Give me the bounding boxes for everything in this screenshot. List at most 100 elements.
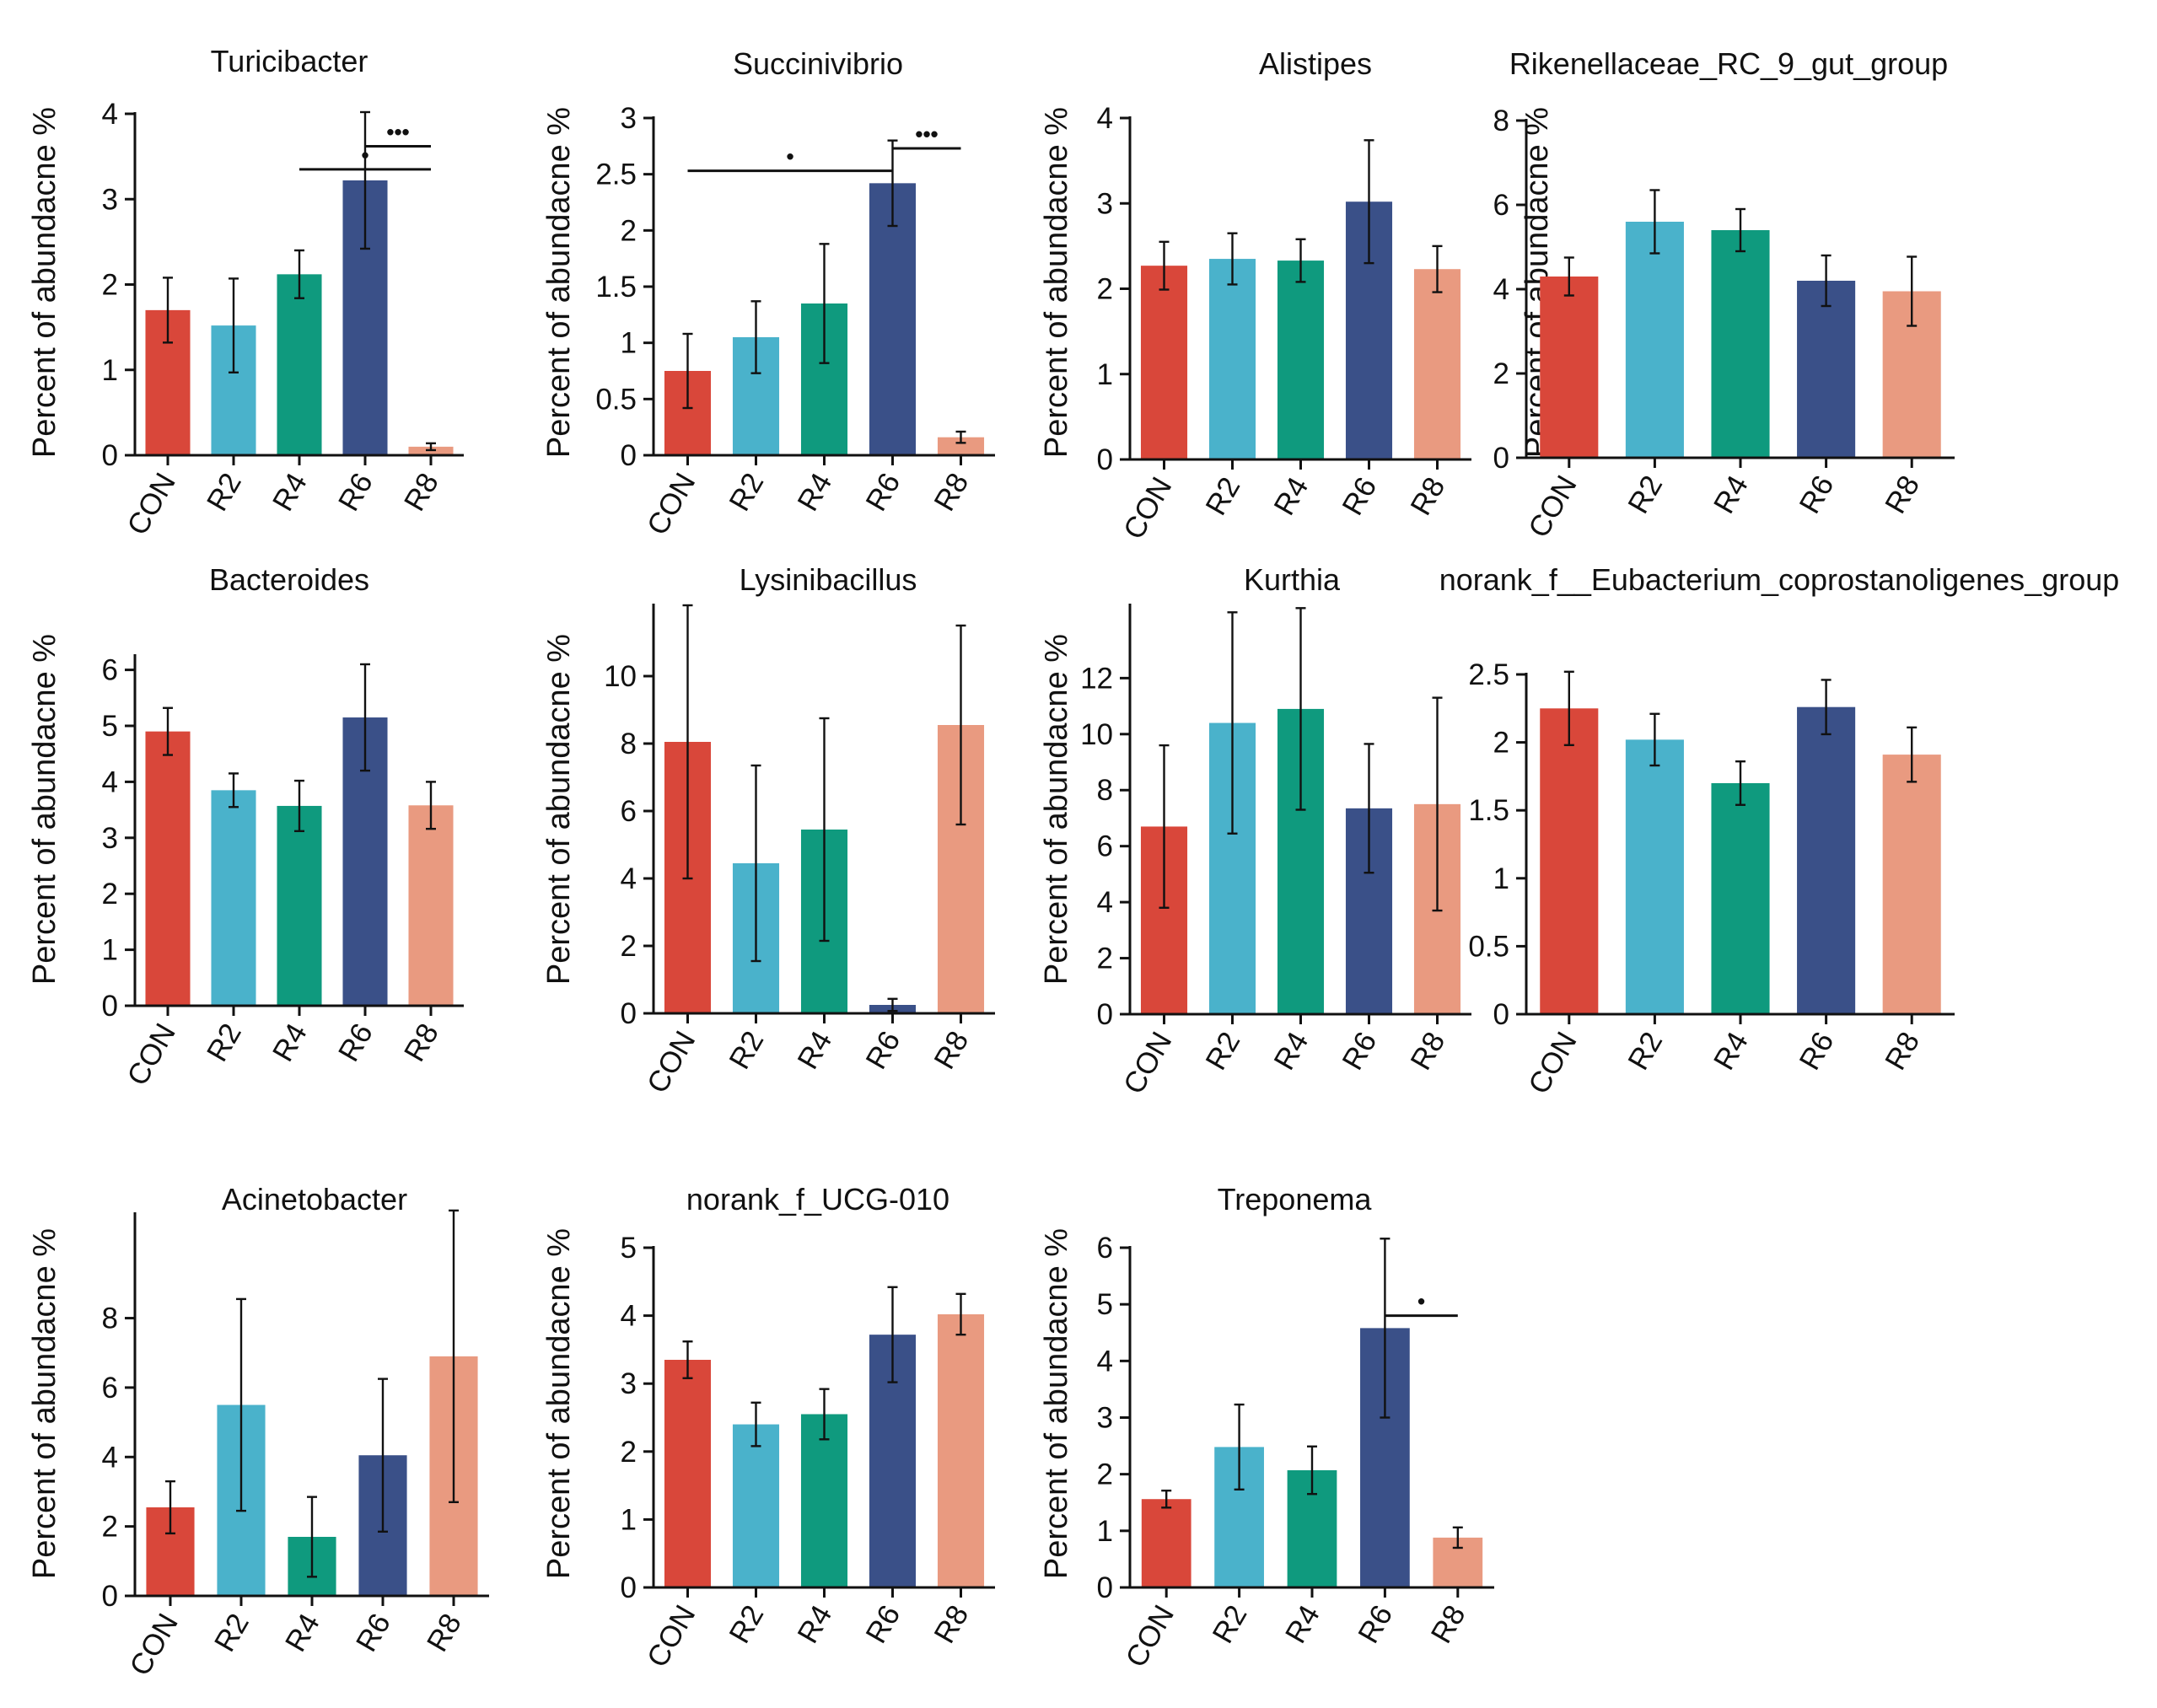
bar-con [664,1359,712,1587]
y-tick-label: 8 [102,1302,118,1335]
chart-title: Bacteroides [209,562,369,597]
error-bar [750,1401,761,1448]
y-tick-label: 0 [621,1571,637,1604]
x-tick-label-con: CON [641,1026,702,1099]
x-tick-label-r2: R2 [1199,1027,1246,1076]
bar-con [1540,708,1599,1014]
significance-marker: • [1417,1289,1425,1314]
x-tick-label-r6: R6 [1793,470,1840,519]
error-bar [1563,256,1574,297]
x-tick-label-r8: R8 [1879,470,1926,519]
y-tick-label: 3 [621,102,637,135]
x-tick-label-r4: R4 [279,1609,326,1657]
y-tick-label: 2 [1097,943,1113,975]
error-bar [1735,760,1746,806]
y-tick-label: 3 [102,183,118,216]
chart-title: norank_f_UCG-010 [686,1182,949,1217]
x-tick-label-r8: R8 [1425,1600,1472,1649]
x-tick-label-r4: R4 [1708,1027,1755,1076]
error-bar [955,1292,966,1336]
x-tick-label-r6: R6 [1793,1027,1840,1076]
error-bar [1295,238,1306,283]
x-tick-label-con: CON [121,468,182,541]
significance-marker: ••• [386,119,409,144]
y-tick-label: 4 [621,862,637,895]
x-tick-label-r4: R4 [266,1018,314,1067]
significance-bracket: • [299,142,431,171]
y-axis-label: Percent of abundacne % [541,634,577,985]
y-axis-label: Percent of abundacne % [1039,107,1074,458]
x-tick-label-r2: R2 [1206,1600,1253,1649]
chart-panel: norank_f_UCG-010 Percent of abundacne % 0 1… [541,1182,995,1673]
y-tick-label: 4 [102,1441,118,1474]
bar-con [145,731,191,1006]
error-bar [1227,611,1238,835]
bar-r6 [869,183,917,456]
bar-r4 [277,805,322,1006]
error-bar [1364,139,1374,265]
y-axis-label: Percent of abundacne % [1039,634,1074,985]
error-bar [360,110,370,250]
y-tick-label: 6 [1097,830,1113,863]
y-tick-label: 6 [102,1372,118,1405]
y-tick-label: 1 [1097,358,1113,391]
y-tick-label: 1 [102,934,118,967]
error-bar [163,277,173,344]
y-tick-label: 4 [621,1300,637,1333]
y-tick-label: 4 [1097,102,1113,135]
y-tick-label: 2.5 [1468,658,1509,691]
chart-title: Kurthia [1244,562,1341,597]
x-tick-label-r2: R2 [1622,1027,1669,1076]
y-tick-label: 0.5 [595,383,637,416]
y-tick-label: 6 [1097,1232,1113,1265]
y-tick-label: 3 [1097,1402,1113,1435]
y-tick-label: 3 [621,1367,637,1400]
y-tick-label: 4 [1097,886,1113,919]
x-tick-label-r4: R4 [1267,472,1315,521]
chart-panel: norank_f__Eubacterium_coprostanoligenes_… [1439,562,2120,1099]
y-tick-label: 12 [1080,662,1113,695]
x-tick-label-r4: R4 [791,468,838,517]
error-bar [236,1297,246,1512]
bar-r8 [1882,755,1941,1014]
bar-r2 [1208,259,1256,459]
x-tick-label-r6: R6 [332,1018,379,1067]
x-tick-label-r8: R8 [928,468,975,517]
significance-bracket: ••• [892,121,961,150]
y-axis-label: Percent of abundacne % [27,1228,62,1579]
x-tick-label-r8: R8 [398,468,445,517]
y-tick-label: 2 [1097,1458,1113,1491]
y-tick-label: 1.5 [595,271,637,303]
y-axis-label: Percent of abundacne % [1039,1228,1074,1579]
x-tick-label-r6: R6 [332,468,379,517]
y-tick-label: 0 [1493,998,1509,1031]
error-bar [887,997,898,1012]
error-bar [378,1378,388,1533]
error-bar [955,430,966,444]
error-bar [426,442,436,452]
y-tick-label: 5 [102,710,118,743]
y-tick-label: 1.5 [1468,794,1509,827]
x-tick-label-r6: R6 [1336,1027,1383,1076]
y-tick-label: 2 [1097,273,1113,306]
error-bar [750,764,761,963]
x-tick-label-r8: R8 [398,1018,445,1067]
error-bar [1380,1238,1390,1419]
bar-r4 [1711,230,1770,458]
error-bar [294,779,304,833]
x-tick-label-r4: R4 [791,1026,838,1075]
y-tick-label: 4 [102,765,118,798]
x-tick-label-r4: R4 [791,1600,838,1649]
bar-r2 [1625,739,1684,1014]
y-tick-label: 4 [1097,1345,1113,1378]
x-tick-label-con: CON [1522,470,1584,544]
chart-title: Acinetobacter [222,1182,407,1217]
error-bar [449,1209,459,1504]
error-bar [1234,1403,1245,1491]
y-tick-label: 0 [1493,442,1509,475]
x-tick-label-con: CON [1117,1027,1179,1100]
x-tick-label-r4: R4 [1267,1027,1315,1076]
x-tick-label-r2: R2 [723,468,770,517]
error-bar [887,139,898,228]
